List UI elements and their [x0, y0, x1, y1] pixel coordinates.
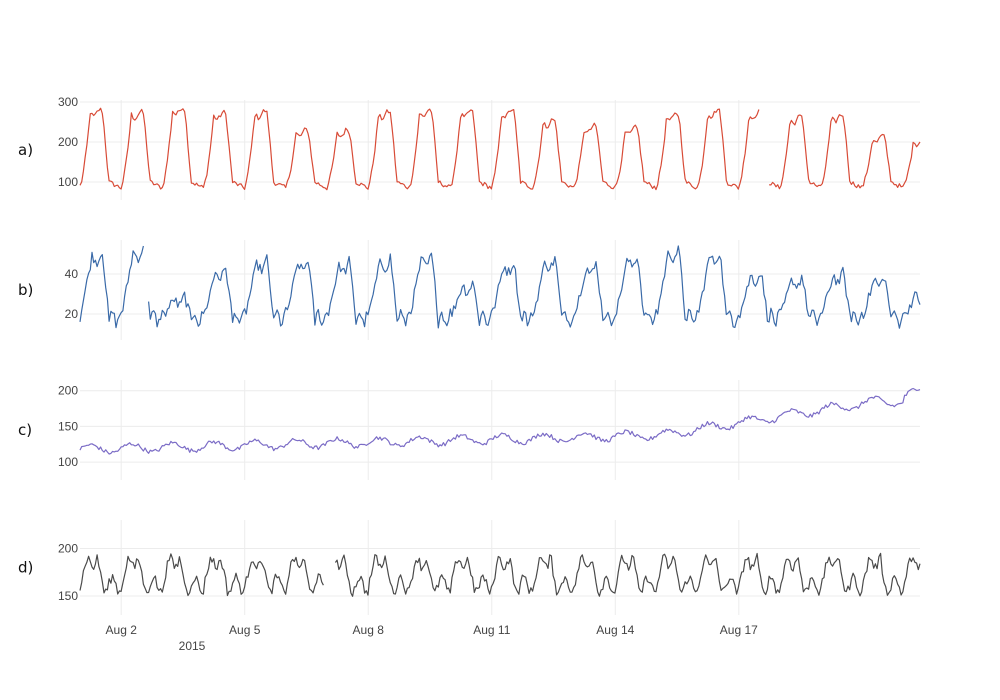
x-tick-labels: Aug 2 Aug 5 Aug 8 Aug 11 Aug 14 Aug 17 2… [106, 623, 759, 653]
y-tick-label: 150 [58, 419, 78, 433]
y-tick-label: 100 [58, 175, 78, 189]
y-tick-label: 100 [58, 455, 78, 469]
x-tick-label: Aug 5 [229, 623, 261, 637]
panel-label: a) [18, 141, 33, 159]
x-tick-label: Aug 14 [596, 623, 634, 637]
x-tick-label: Aug 8 [353, 623, 385, 637]
y-tick-label: 200 [58, 542, 78, 556]
panel-labels: a) b) c) d) [18, 141, 33, 577]
series-line-3 [79, 552, 921, 597]
x-tick-label: Aug 11 [473, 623, 510, 637]
x-axis-year-label: 2015 [179, 639, 206, 653]
y-tick-labels: 100 200 300 20 40 100 150 200 150 200 [58, 95, 78, 603]
y-tick-label: 200 [58, 135, 78, 149]
panel-label: c) [18, 421, 32, 439]
y-tick-label: 40 [65, 267, 79, 281]
y-tick-label: 20 [65, 307, 79, 321]
series-lines [79, 107, 921, 597]
gridlines [80, 100, 920, 615]
panel-label: d) [18, 559, 33, 577]
y-tick-label: 150 [58, 589, 78, 603]
x-tick-label: Aug 17 [720, 623, 758, 637]
panel-label: b) [18, 281, 33, 299]
series-line-0 [79, 107, 921, 191]
y-tick-label: 300 [58, 95, 78, 109]
series-line-2 [79, 387, 921, 455]
x-tick-label: Aug 2 [106, 623, 138, 637]
y-tick-label: 200 [58, 384, 78, 398]
series-line-1 [79, 245, 921, 329]
